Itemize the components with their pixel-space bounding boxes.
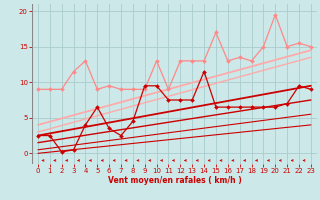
X-axis label: Vent moyen/en rafales ( km/h ): Vent moyen/en rafales ( km/h ): [108, 176, 241, 185]
